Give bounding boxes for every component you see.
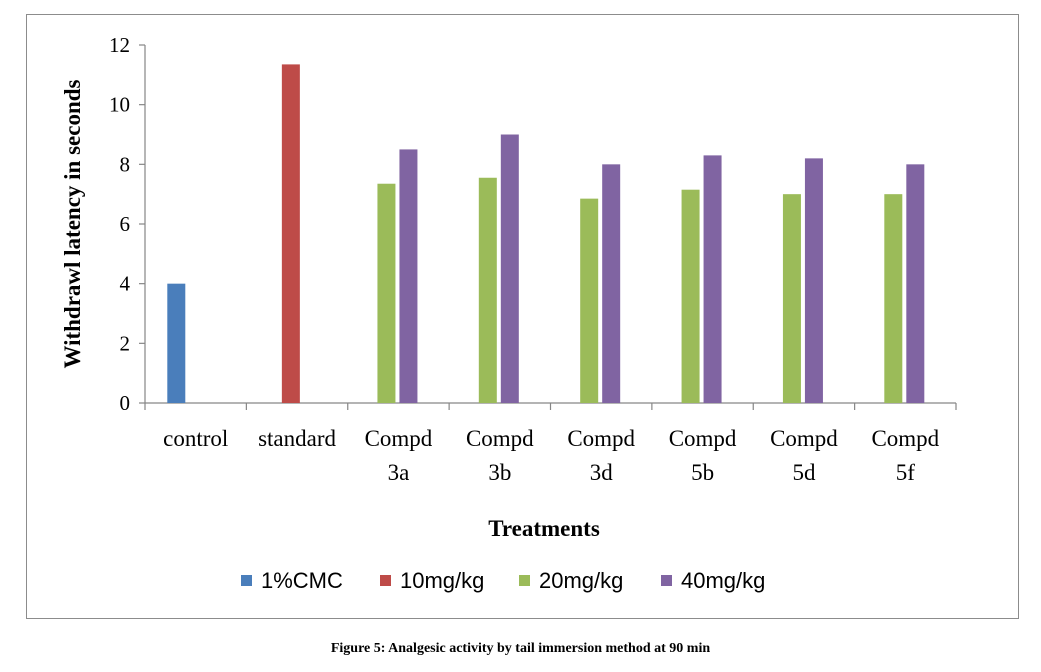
legend-swatch (661, 575, 672, 586)
x-category-label: 3b (488, 460, 511, 485)
bar-chart: 0 2 4 6 8 10 12 control standard Compd 3a Compd 3b C… (0, 0, 1041, 640)
y-tick-label: 12 (109, 33, 130, 57)
bar-40mgkg (501, 135, 519, 404)
x-category-label: Compd (770, 426, 838, 451)
x-category-label: Compd (567, 426, 635, 451)
legend-swatch (241, 575, 252, 586)
x-category-label: 3d (590, 460, 614, 485)
x-category-label: control (163, 426, 228, 451)
chart-bars (167, 64, 924, 403)
chart-axes (139, 45, 956, 410)
legend-label: 10mg/kg (400, 568, 484, 593)
legend-swatch (380, 575, 391, 586)
y-tick-label: 10 (109, 93, 130, 117)
legend-label: 1%CMC (261, 568, 343, 593)
bar-10mgkg (282, 64, 300, 403)
bar-40mgkg (602, 164, 620, 403)
x-tick-labels: control standard Compd 3a Compd 3b Compd 3d Comp… (163, 426, 940, 485)
x-axis-title: Treatments (488, 516, 600, 541)
bar-20mgkg (682, 190, 700, 403)
bar-40mgkg (805, 158, 823, 403)
x-category-label: Compd (871, 426, 939, 451)
y-tick-label: 4 (120, 272, 131, 296)
x-category-label: standard (258, 426, 336, 451)
legend-label: 20mg/kg (539, 568, 623, 593)
bar-20mgkg (783, 194, 801, 403)
legend: 1%CMC 10mg/kg 20mg/kg 40mg/kg (241, 568, 765, 593)
y-tick-labels: 0 2 4 6 8 10 12 (109, 33, 131, 415)
y-tick-label: 0 (120, 391, 131, 415)
figure-caption: Figure 5: Analgesic activity by tail imm… (0, 641, 1041, 657)
x-category-label: 5d (792, 460, 816, 485)
bar-20mgkg (479, 178, 497, 403)
bar-40mgkg (704, 155, 722, 403)
bar-20mgkg (377, 184, 395, 403)
x-category-label: Compd (669, 426, 737, 451)
x-category-label: 5b (691, 460, 714, 485)
x-category-label: 5f (896, 460, 916, 485)
bar-20mgkg (580, 199, 598, 403)
legend-swatch (519, 575, 530, 586)
y-tick-label: 2 (120, 331, 131, 355)
x-category-label: Compd (466, 426, 534, 451)
y-tick-label: 6 (120, 212, 131, 236)
bar-1cmc (167, 284, 185, 403)
bar-20mgkg (884, 194, 902, 403)
bar-40mgkg (906, 164, 924, 403)
y-axis-title: Withdrawl latency in seconds (60, 79, 85, 368)
x-category-label: 3a (388, 460, 410, 485)
legend-label: 40mg/kg (681, 568, 765, 593)
x-category-label: Compd (365, 426, 433, 451)
y-tick-label: 8 (120, 152, 131, 176)
bar-40mgkg (399, 149, 417, 403)
